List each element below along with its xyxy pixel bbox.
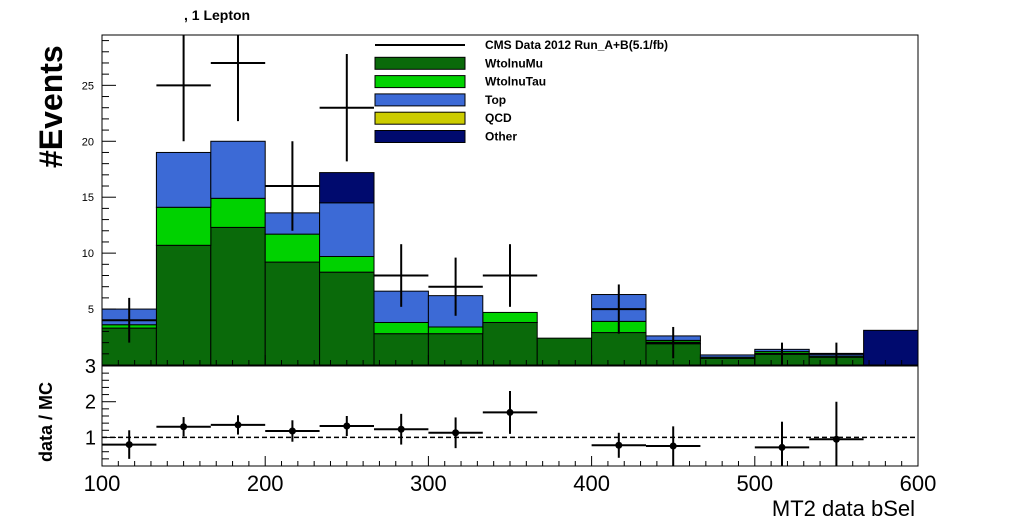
plot-title: , 1 Lepton [184,7,250,23]
histogram-bar-wtolnumu [482,321,538,366]
ratio-point [288,427,296,435]
ratio-point [669,442,677,450]
y-tick-label: 10 [82,248,94,260]
ratio-point [397,425,405,433]
histogram-bar-top [155,151,212,208]
ratio-y-tick-label: 3 [85,356,96,378]
histogram-bar-wtolnumu [699,357,756,366]
x-tick-label: 200 [247,471,284,496]
x-axis-label: MT2 data bSel [772,496,915,521]
ratio-y-tick-label: 2 [85,392,96,414]
legend-swatch [374,93,466,107]
histogram-bar-wtolnumu [591,332,647,366]
histogram-bar-wtolnutau [482,311,538,323]
histogram-bar-wtolnutau [210,197,266,228]
legend-label: Other [485,130,517,144]
histogram-bar-wtolnumu [373,333,429,366]
histogram-bar-wtolnumu [264,261,321,366]
ratio-point [452,429,460,437]
legend-swatch [374,75,466,89]
ratio-point [180,423,188,431]
ratio-y-axis-label: data / MC [36,382,56,462]
legend-swatch [374,111,466,125]
legend: CMS Data 2012 Run_A+B(5.1/fb) WtolnuMu Wto… [374,38,668,144]
legend-label: WtolnuTau [485,75,546,89]
main-plot: 5 10 15 20 25 [82,34,919,366]
ratio-point [615,441,623,449]
histogram-bar-top [319,202,375,257]
legend-swatch [374,56,466,70]
histogram-bar-wtolnumu [155,244,212,366]
histogram-bar-other [863,329,919,366]
ratio-point [343,422,351,430]
histogram-bar-wtolnutau [373,321,429,335]
main-y-axis-label: #Events [33,45,69,168]
histogram-bar-wtolnutau [264,233,321,263]
histogram-bar-wtolnutau [427,326,484,335]
histogram-bar-wtolnumu [210,226,266,366]
x-tick-label: 500 [736,471,773,496]
histogram-bar-wtolnumu [427,333,484,366]
ratio-point [832,435,840,443]
y-tick-label: 25 [82,80,94,92]
ratio-point [125,441,133,449]
histogram-bar-wtolnutau [319,255,375,273]
x-tick-label: 400 [573,471,610,496]
histogram-bar-wtolnumu [536,337,593,366]
legend-label: QCD [485,111,512,125]
histogram-bar-wtolnutau [155,206,212,246]
x-tick-label: 300 [410,471,447,496]
histogram-bar-top [210,140,266,199]
x-tick-label: 600 [900,471,937,496]
histogram-bar-other [319,172,375,204]
y-tick-label: 5 [88,304,94,316]
histogram-bar-wtolnumu [319,271,375,366]
ratio-y-tick-label: 1 [85,427,96,449]
y-tick-label: 20 [82,136,94,148]
legend-swatch [374,130,466,143]
y-tick-label: 15 [82,192,94,204]
histogram-bar-top [699,354,756,358]
ratio-point [506,408,514,416]
legend-label: CMS Data 2012 Run_A+B(5.1/fb) [485,38,668,52]
x-tick-label: 100 [84,471,121,496]
legend-label: WtolnuMu [485,56,543,70]
ratio-point [234,421,242,429]
ratio-plot: 1 2 3 100 200 300 400 500 600 [84,356,937,496]
legend-label: Top [485,93,506,107]
ratio-point [778,443,786,451]
